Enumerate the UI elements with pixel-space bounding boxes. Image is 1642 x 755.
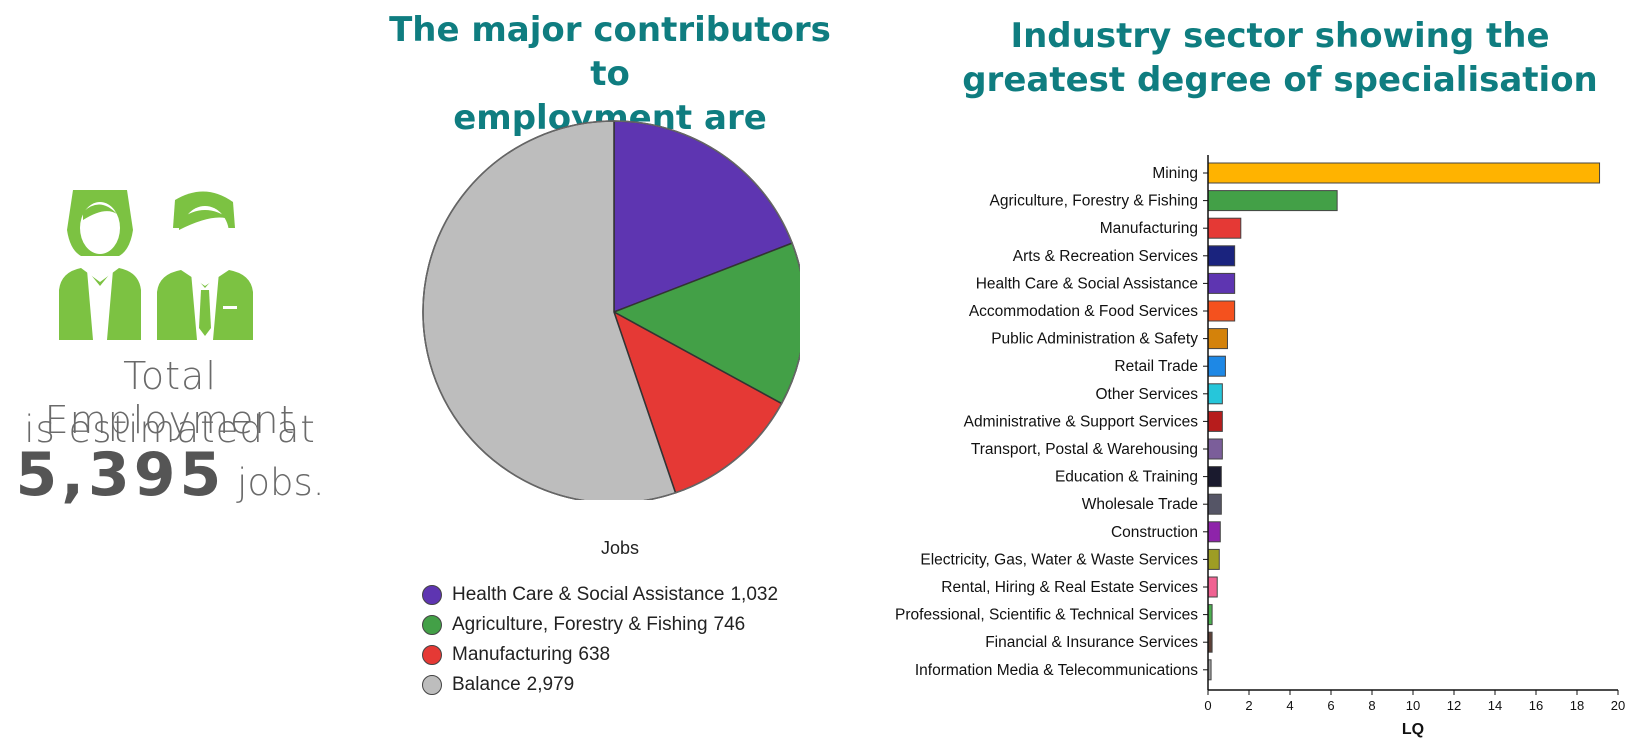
category-label: Construction	[1111, 524, 1198, 541]
x-tick-label: 4	[1286, 698, 1293, 713]
category-label: Information Media & Telecommunications	[915, 662, 1198, 679]
category-label: Arts & Recreation Services	[1013, 248, 1198, 265]
pie-title-line-1: The major contributors to	[389, 10, 831, 94]
bar-15	[1207, 576, 1218, 598]
estimated-at-label: is estimated at	[24, 408, 316, 451]
x-tick-label: 16	[1529, 698, 1543, 713]
category-label: Accommodation & Food Services	[969, 303, 1198, 320]
category-label: Transport, Postal & Warehousing	[971, 441, 1198, 458]
pie-chart	[422, 120, 800, 500]
category-label: Other Services	[1095, 386, 1198, 403]
legend-value: 2,979	[526, 674, 575, 695]
bar-14	[1207, 548, 1220, 570]
x-tick-label: 6	[1327, 698, 1334, 713]
legend-swatch	[422, 645, 442, 665]
bar-5	[1207, 300, 1236, 322]
legend-value: 746	[713, 614, 746, 635]
category-label: Professional, Scientific & Technical Ser…	[895, 607, 1198, 624]
bar-6	[1207, 328, 1228, 350]
legend-swatch	[422, 615, 442, 635]
legend-value: 638	[578, 644, 611, 665]
category-label: Wholesale Trade	[1082, 496, 1198, 513]
x-tick-label: 10	[1406, 698, 1420, 713]
employment-summary: Total Employment is estimated at 5,395 j…	[0, 0, 340, 755]
legend-label: Health Care & Social Assistance	[452, 584, 725, 605]
jobs-unit: jobs.	[237, 461, 325, 504]
bar-2	[1207, 217, 1242, 239]
bar-0	[1207, 162, 1601, 184]
category-label: Education & Training	[1055, 469, 1198, 486]
legend-item: Agriculture, Forestry & Fishing 746	[422, 610, 778, 640]
bar-10	[1207, 438, 1223, 460]
category-label: Electricity, Gas, Water & Waste Services	[920, 551, 1198, 568]
pie-legend: Health Care & Social Assistance 1,032 Agri…	[422, 580, 778, 700]
legend-item: Balance 2,979	[422, 670, 778, 700]
legend-item: Manufacturing 638	[422, 640, 778, 670]
bar-7	[1207, 355, 1226, 377]
bar-chart-title: Industry sector showing the greatest deg…	[960, 14, 1600, 102]
category-label: Financial & Insurance Services	[985, 634, 1198, 651]
bar-9	[1207, 410, 1223, 432]
legend-label: Manufacturing	[452, 644, 573, 665]
total-jobs-line: 5,395 jobs.	[0, 440, 340, 510]
bar-4	[1207, 272, 1236, 294]
pie-chart-label: Jobs	[600, 538, 640, 558]
bar-3	[1207, 245, 1236, 267]
x-tick-label: 18	[1570, 698, 1584, 713]
x-tick-label: 12	[1447, 698, 1461, 713]
category-label: Health Care & Social Assistance	[976, 275, 1198, 292]
people-icon	[59, 190, 253, 340]
x-tick-label: 8	[1368, 698, 1375, 713]
x-tick-label: 0	[1204, 698, 1211, 713]
bar-8	[1207, 383, 1223, 405]
x-axis-label: LQ	[1402, 721, 1424, 738]
category-label: Mining	[1152, 165, 1198, 182]
bar-13	[1207, 521, 1221, 543]
legend-item: Health Care & Social Assistance 1,032	[422, 580, 778, 610]
category-label: Manufacturing	[1100, 220, 1198, 237]
legend-swatch	[422, 675, 442, 695]
x-tick-label: 20	[1611, 698, 1625, 713]
bar-title-line-1: Industry sector showing the	[1010, 16, 1550, 56]
bar-12	[1207, 493, 1222, 515]
category-label: Rental, Hiring & Real Estate Services	[941, 579, 1198, 596]
bar-11	[1207, 466, 1222, 488]
legend-swatch	[422, 585, 442, 605]
category-label: Administrative & Support Services	[964, 413, 1199, 430]
total-jobs-number: 5,395	[15, 440, 226, 510]
x-tick-label: 2	[1245, 698, 1252, 713]
pie-outline	[422, 120, 800, 500]
bar-title-line-2: greatest degree of specialisation	[962, 60, 1598, 100]
bar-1	[1207, 190, 1338, 212]
legend-label: Balance	[452, 674, 521, 695]
category-label: Public Administration & Safety	[991, 331, 1198, 348]
legend-value: 1,032	[730, 584, 779, 605]
x-tick-label: 14	[1488, 698, 1502, 713]
category-label: Retail Trade	[1114, 358, 1198, 375]
legend-label: Agriculture, Forestry & Fishing	[452, 614, 708, 635]
category-label: Agriculture, Forestry & Fishing	[990, 193, 1198, 210]
total-employment-label: Total Employment	[44, 354, 296, 442]
